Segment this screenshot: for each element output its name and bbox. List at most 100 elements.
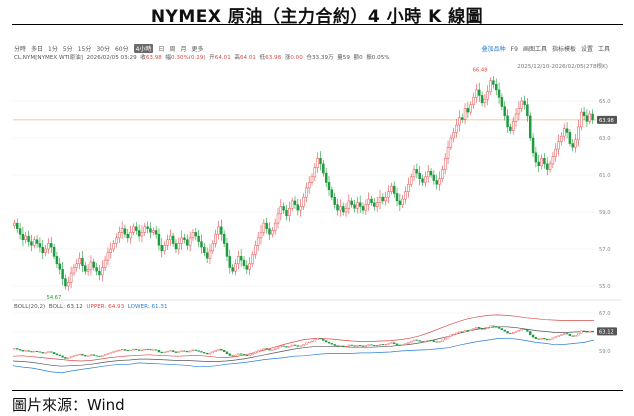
candle-99	[293, 200, 297, 205]
candle-97	[288, 208, 291, 216]
candle-44	[137, 230, 141, 237]
boll-candle-4	[24, 350, 27, 352]
candle-4	[24, 235, 27, 241]
candle-41	[129, 232, 132, 239]
candle-113	[333, 196, 336, 205]
candle-132	[387, 191, 390, 198]
boll-candle-194	[563, 333, 566, 335]
candle-181	[526, 104, 529, 117]
timeframe-5[interactable]: 30分	[96, 46, 110, 53]
boll-candle-74	[222, 350, 226, 352]
candle-60	[183, 237, 186, 240]
quote-high: 64.01	[239, 55, 256, 61]
candle-79	[237, 256, 240, 265]
boll-tick-0: 67.0	[599, 311, 611, 317]
boll-candle-196	[568, 333, 572, 337]
boll-candle-9	[38, 351, 42, 353]
boll-candle-168	[489, 325, 492, 328]
boll-tick-2: 59.0	[599, 349, 611, 355]
candle-162	[472, 97, 475, 105]
candle-93	[276, 213, 280, 224]
candle-20	[69, 272, 73, 283]
tool-3[interactable]: 指标模板	[551, 46, 576, 53]
boll-candle-84	[251, 353, 254, 356]
candle-86	[256, 237, 260, 246]
boll-candle-64	[194, 349, 197, 351]
boll-candle-62	[188, 350, 192, 353]
boll-candle-77	[231, 355, 234, 357]
timeframe-8[interactable]: 日	[158, 46, 165, 53]
candle-49	[152, 230, 155, 233]
boll-mid-value: 63.12	[66, 304, 83, 310]
candle-188	[545, 163, 549, 170]
boll-candle-15	[55, 353, 59, 356]
boll-candle-198	[574, 335, 577, 337]
tool-2[interactable]: 画图工具	[522, 46, 547, 53]
quote-time: 2026/02/05 03:29	[86, 55, 137, 61]
price-tick-5: 55.0	[599, 284, 611, 290]
timeframe-4[interactable]: 15分	[77, 46, 92, 53]
candle-53	[163, 245, 166, 252]
candle-6	[30, 241, 33, 246]
boll-tag-text: 63.12	[599, 329, 614, 335]
boll-candle-142	[415, 339, 419, 341]
boll-candle-156	[455, 332, 458, 335]
candle-7	[33, 239, 36, 246]
boll-candle-160	[466, 330, 470, 332]
timeframe-2[interactable]: 1分	[48, 46, 58, 53]
quote-info-bar: CL.NYM[NYMEX WTI原油] 2026/02/05 03:29 收63…	[14, 55, 390, 61]
boll-candle-17	[61, 355, 64, 358]
candle-78	[234, 263, 237, 272]
boll-candle-27	[89, 354, 93, 357]
boll-candle-159	[463, 330, 467, 333]
timeframe-0[interactable]: 分時	[14, 46, 27, 53]
boll-candle-158	[461, 331, 464, 333]
boll-candle-114	[336, 345, 339, 347]
candle-171	[497, 89, 501, 98]
timeframe-3[interactable]: 5分	[62, 46, 73, 53]
candle-105	[310, 176, 314, 183]
timeframe-10[interactable]: 月	[180, 46, 187, 53]
timeframe-9[interactable]: 周	[169, 46, 176, 53]
candle-25	[84, 265, 87, 272]
price-tick-4: 57.0	[599, 247, 611, 253]
boll-candle-70	[211, 351, 214, 354]
timeframe-7[interactable]: 4小時	[133, 44, 154, 53]
timeframe-11[interactable]: 更多	[191, 46, 204, 53]
candle-151	[441, 169, 444, 179]
boll-legend: BOLL(20,2) BOLL: 63.12 UPPER: 64.93 LOWE…	[14, 304, 168, 310]
quote-amount: 0	[359, 55, 363, 61]
boll-candle-44	[137, 349, 141, 351]
boll-candle-174	[506, 331, 509, 334]
candle-15	[55, 256, 59, 265]
candle-117	[344, 208, 348, 213]
price-tick-2: 61.0	[599, 173, 611, 179]
tool-0[interactable]: 叠加品种	[481, 46, 506, 53]
quote-open-interest: 33.39万	[311, 55, 334, 61]
boll-candle-8	[35, 350, 39, 352]
tool-5[interactable]: 工具	[597, 46, 610, 53]
boll-candle-65	[197, 350, 200, 352]
boll-candle-102	[302, 344, 305, 347]
timeframe-1[interactable]: 多日	[31, 46, 44, 53]
boll-candle-118	[347, 344, 351, 347]
boll-candle-43	[135, 348, 138, 350]
candles	[13, 76, 594, 291]
boll-candle-20	[69, 356, 73, 359]
candle-28	[92, 261, 96, 268]
candle-115	[339, 206, 342, 211]
candle-168	[489, 80, 492, 93]
tool-4[interactable]: 设置	[580, 46, 593, 53]
boll-candle-155	[452, 333, 455, 336]
tool-1[interactable]: F9	[510, 46, 518, 53]
candle-164	[477, 89, 481, 96]
timeframe-6[interactable]: 60分	[114, 46, 129, 53]
candle-202	[585, 115, 589, 122]
boll-candle-141	[412, 339, 416, 342]
boll-candle-127	[373, 345, 376, 347]
candle-38	[120, 228, 124, 233]
boll-candle-87	[259, 349, 263, 352]
boll-candle-120	[353, 345, 356, 347]
boll-candle-199	[577, 332, 580, 336]
boll-candle-98	[290, 344, 294, 347]
